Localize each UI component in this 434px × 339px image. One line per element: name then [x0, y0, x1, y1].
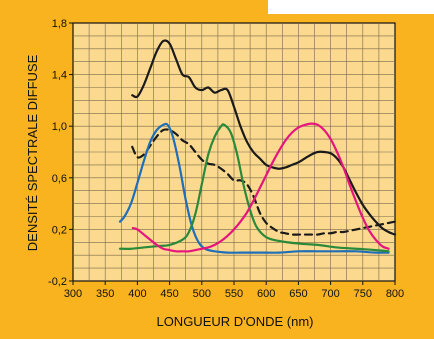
x-tick-label: 500 [193, 288, 211, 300]
x-tick-label: 650 [289, 288, 307, 300]
series-line-2 [131, 128, 397, 236]
x-tick-label: 400 [128, 288, 146, 300]
x-tick-label: 700 [321, 288, 339, 300]
x-tick-label: 550 [225, 288, 243, 300]
grid-lines [73, 23, 395, 281]
x-tick-label: 350 [96, 288, 114, 300]
y-tick-label: 1,0 [52, 121, 67, 133]
x-tick-label: 800 [386, 288, 404, 300]
series-layer [118, 39, 397, 254]
x-tick-label: 750 [354, 288, 372, 300]
y-tick-label: 1,8 [52, 18, 67, 30]
x-tick-label: 600 [257, 288, 275, 300]
x-tick-label: 300 [64, 288, 82, 300]
y-tick-label: 1,4 [52, 70, 67, 82]
series-line-3 [118, 122, 390, 254]
y-tick-label: 0,2 [52, 224, 67, 236]
y-axis-ticks: -0,2 0,2 0,6 1,0 1,4 1,8 [48, 18, 73, 288]
series-line-1 [131, 39, 397, 236]
top-right-white-band [268, 0, 434, 14]
x-tick-label: 450 [160, 288, 178, 300]
series-line-4 [118, 123, 390, 253]
x-axis-ticks: 300 350 400 450 500 550 600 650 700 750 800 [64, 281, 404, 300]
y-tick-label: 0,6 [52, 173, 67, 185]
y-tick-label: -0,2 [48, 276, 67, 288]
y-axis-title: DENSITÉ SPECTRALE DIFFUSE [25, 54, 40, 251]
series-line-5 [131, 122, 390, 253]
x-axis-title: LONGUEUR D'ONDE (nm) [156, 314, 313, 329]
